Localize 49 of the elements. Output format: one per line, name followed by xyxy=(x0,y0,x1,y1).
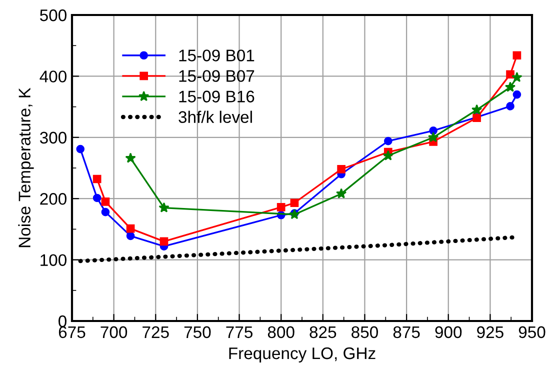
point xyxy=(160,237,168,246)
x-tick-label: 950 xyxy=(518,326,546,338)
point xyxy=(276,203,286,212)
point xyxy=(290,198,299,208)
point xyxy=(125,152,136,163)
point xyxy=(92,174,102,184)
x-tick-label: 675 xyxy=(58,326,86,338)
point xyxy=(506,70,514,79)
x-tick-label: 725 xyxy=(142,326,169,338)
legend-label: 15-09 B01 xyxy=(179,50,254,62)
point xyxy=(126,224,135,233)
x-tick-label: 925 xyxy=(477,326,504,338)
point xyxy=(506,102,514,110)
point xyxy=(429,126,438,135)
y-tick-label: 400 xyxy=(40,70,66,82)
x-tick-label: 700 xyxy=(100,326,128,338)
point xyxy=(428,132,439,142)
point xyxy=(101,197,110,206)
x-tick-label: 800 xyxy=(268,326,294,338)
point xyxy=(471,104,482,114)
legend-label: 15-09 B07 xyxy=(179,70,254,82)
y-tick-label: 100 xyxy=(40,254,66,266)
point xyxy=(512,90,522,99)
x-axis-title: Frequency LO, GHz xyxy=(229,347,376,362)
legend-label: 15-09 B16 xyxy=(179,90,254,102)
point xyxy=(512,72,522,82)
point xyxy=(101,208,110,216)
y-tick-label: 0 xyxy=(58,315,66,328)
point xyxy=(382,150,394,160)
y-tick-label: 300 xyxy=(40,132,66,144)
point xyxy=(337,165,346,174)
x-tick-label: 750 xyxy=(184,326,211,338)
point xyxy=(384,136,392,146)
x-tick-label: 900 xyxy=(435,326,462,338)
y-axis-title: Noise Temperature, K xyxy=(18,88,34,248)
point xyxy=(92,194,102,202)
point xyxy=(126,232,135,240)
y-tick-label: 500 xyxy=(40,9,66,22)
y-tick-label: 200 xyxy=(40,193,66,205)
x-tick-label: 875 xyxy=(393,326,420,338)
point xyxy=(512,51,522,60)
x-tick-label: 775 xyxy=(226,326,252,338)
point xyxy=(158,202,170,212)
legend-label: 3hf/k level xyxy=(178,110,252,123)
x-tick-label: 825 xyxy=(310,326,336,338)
point xyxy=(76,144,85,154)
x-tick-label: 850 xyxy=(352,326,378,338)
point xyxy=(504,82,516,92)
point xyxy=(336,188,347,198)
